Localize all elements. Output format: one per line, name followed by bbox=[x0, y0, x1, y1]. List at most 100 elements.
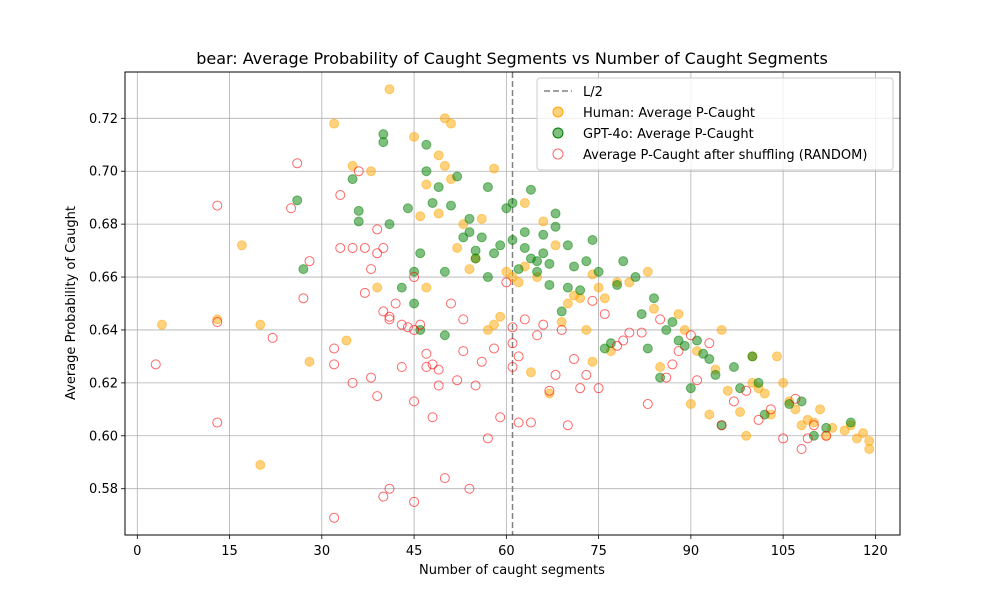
random-point bbox=[390, 298, 401, 309]
random-point bbox=[513, 417, 524, 428]
human-point bbox=[409, 131, 420, 142]
random-point bbox=[329, 359, 340, 370]
x-tick-label: 45 bbox=[406, 544, 423, 559]
gpt4o-point bbox=[421, 139, 432, 150]
legend-swatch-random bbox=[552, 148, 564, 160]
x-tick-label: 0 bbox=[133, 544, 141, 559]
gpt4o-point bbox=[562, 282, 573, 293]
gpt4o-point bbox=[513, 264, 524, 275]
random-point bbox=[409, 324, 420, 335]
human-point bbox=[433, 208, 444, 219]
random-point bbox=[642, 399, 653, 410]
gpt4o-point bbox=[525, 184, 536, 195]
gpt4o-point bbox=[575, 285, 586, 296]
gpt4o-point bbox=[605, 338, 616, 349]
random-point bbox=[673, 346, 684, 357]
random-point bbox=[556, 324, 567, 335]
gpt4o-point bbox=[532, 266, 543, 277]
random-point bbox=[372, 224, 383, 235]
random-point bbox=[347, 242, 358, 253]
random-point bbox=[384, 314, 395, 325]
gpt4o-point bbox=[704, 354, 715, 365]
random-point bbox=[384, 311, 395, 322]
random-point bbox=[372, 391, 383, 402]
human-point bbox=[415, 211, 426, 222]
random-point bbox=[445, 298, 456, 309]
x-tick-label: 30 bbox=[314, 544, 331, 559]
random-point bbox=[599, 309, 610, 320]
legend-label-human: Human: Average P-Caught bbox=[583, 106, 755, 121]
random-point bbox=[366, 264, 377, 275]
human-point bbox=[495, 311, 506, 322]
gpt4o-point bbox=[544, 258, 555, 269]
human-point bbox=[735, 406, 746, 417]
gpt4o-point bbox=[648, 293, 659, 304]
y-tick-label: 0.70 bbox=[89, 165, 118, 180]
gpt4o-point bbox=[593, 266, 604, 277]
human-point bbox=[593, 282, 604, 293]
random-point bbox=[581, 369, 592, 380]
human-point bbox=[587, 356, 598, 367]
gpt4o-point bbox=[753, 377, 764, 388]
gpt4o-point bbox=[415, 248, 426, 259]
human-point bbox=[212, 314, 223, 325]
legend-label-gpt: GPT-4o: Average P-Caught bbox=[583, 127, 754, 142]
human-point bbox=[581, 324, 592, 335]
gpt4o-point bbox=[587, 235, 598, 246]
human-point bbox=[808, 417, 819, 428]
random-point bbox=[636, 327, 647, 338]
random-point bbox=[655, 314, 666, 325]
legend-swatch-human bbox=[552, 106, 564, 118]
legend-swatch-gpt bbox=[552, 127, 564, 139]
gpt4o-point bbox=[378, 137, 389, 148]
gpt4o-point bbox=[569, 261, 580, 272]
random-point bbox=[427, 412, 438, 423]
y-tick-label: 0.60 bbox=[89, 429, 118, 444]
random-point bbox=[519, 314, 530, 325]
random-point bbox=[347, 377, 358, 388]
human-point bbox=[741, 430, 752, 441]
human-point bbox=[544, 388, 555, 399]
gpt4o-point bbox=[796, 396, 807, 407]
human-point bbox=[864, 444, 875, 455]
human-point bbox=[648, 303, 659, 314]
random-point bbox=[482, 433, 493, 444]
gpt4o-point bbox=[470, 253, 481, 264]
random-point bbox=[489, 343, 500, 354]
axis-ticks: 0 15 30 45 60 75 90 105 120 0.58 0.60 0.62 0.64 0.66 0… bbox=[89, 112, 888, 559]
human-point bbox=[655, 361, 666, 372]
gpt4o-point bbox=[642, 343, 653, 354]
legend-label-vline: L/2 bbox=[583, 85, 603, 100]
random-point bbox=[439, 473, 450, 484]
x-tick-label: 120 bbox=[863, 544, 888, 559]
random-point bbox=[298, 293, 309, 304]
random-point bbox=[495, 412, 506, 423]
gpt4o-point bbox=[507, 197, 518, 208]
human-point bbox=[550, 240, 561, 251]
gpt4o-point bbox=[433, 182, 444, 193]
human-point bbox=[679, 324, 690, 335]
gpt4o-point bbox=[421, 166, 432, 177]
random-point bbox=[433, 380, 444, 391]
gpt4o-point bbox=[784, 399, 795, 410]
random-point bbox=[667, 359, 678, 370]
gpt4o-point bbox=[544, 279, 555, 290]
human-point bbox=[236, 240, 247, 251]
x-axis-label: Number of caught segments bbox=[419, 563, 605, 578]
random-point bbox=[796, 444, 807, 455]
data-points bbox=[150, 84, 875, 523]
x-tick-label: 15 bbox=[221, 544, 238, 559]
human-point bbox=[347, 160, 358, 171]
random-point bbox=[501, 277, 512, 288]
random-point bbox=[544, 385, 555, 396]
gpt4o-point bbox=[735, 383, 746, 394]
human-point bbox=[439, 160, 450, 171]
human-point bbox=[421, 282, 432, 293]
random-point bbox=[593, 383, 604, 394]
random-point bbox=[550, 369, 561, 380]
gpt4o-point bbox=[821, 422, 832, 433]
human-point bbox=[685, 399, 696, 410]
random-point bbox=[267, 332, 278, 343]
random-point bbox=[525, 417, 536, 428]
